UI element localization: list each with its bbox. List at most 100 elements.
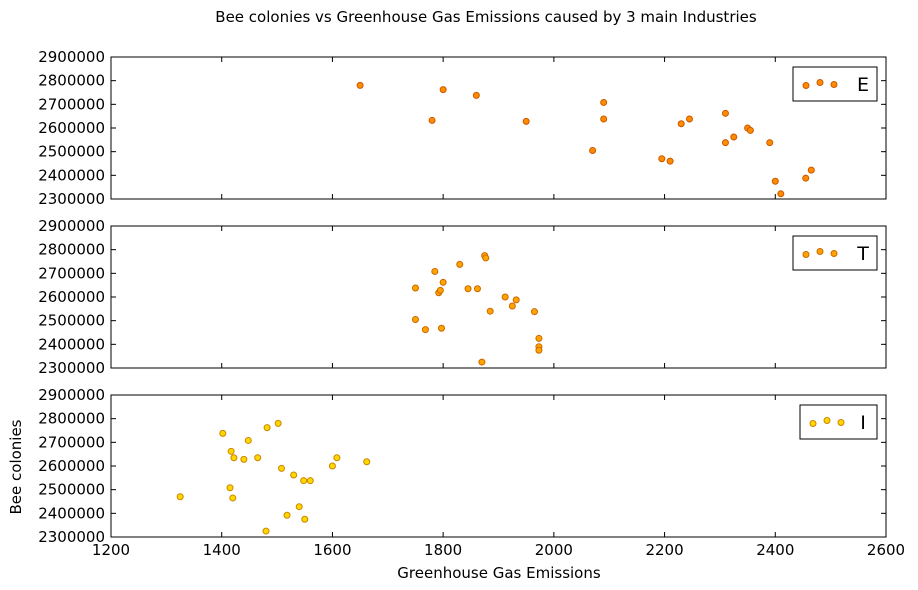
data-point: [666, 157, 674, 165]
y-tick-label: 2800000: [38, 410, 105, 428]
y-tick-label: 2700000: [38, 264, 105, 282]
y-tick-label: 2300000: [38, 528, 105, 546]
data-point: [535, 346, 543, 354]
data-point: [176, 493, 184, 501]
data-point: [464, 285, 472, 293]
data-point: [290, 471, 298, 479]
y-tick-label: 2300000: [38, 190, 105, 208]
y-tick-label: 2900000: [38, 386, 105, 404]
data-point: [777, 190, 785, 198]
data-point: [512, 296, 520, 304]
data-point: [439, 86, 447, 94]
x-tick-label: 1600: [313, 541, 351, 559]
data-point: [301, 515, 309, 523]
data-point: [254, 454, 262, 462]
data-point: [328, 462, 336, 470]
y-tick-label: 2300000: [38, 359, 105, 377]
chart-title: Bee colonies vs Greenhouse Gas Emissions…: [215, 8, 757, 26]
data-point: [473, 285, 481, 293]
data-point: [766, 139, 774, 147]
legend-marker: [816, 248, 824, 255]
data-point: [263, 424, 271, 432]
data-point: [530, 308, 538, 316]
y-tick-label: 2400000: [38, 335, 105, 353]
panel-E: 2300000 2400000 2500000 2600000 2700000 28000…: [38, 48, 887, 208]
y-tick-label: 2600000: [38, 288, 105, 306]
legend-marker: [802, 82, 810, 89]
data-point: [802, 174, 810, 182]
y-tick-label: 2500000: [38, 312, 105, 330]
data-point: [600, 98, 608, 106]
x-tick-label: 1200: [92, 541, 130, 559]
x-tick-label: 2200: [645, 541, 683, 559]
data-point: [721, 109, 729, 117]
data-point: [356, 81, 364, 89]
legend-label: E: [857, 74, 869, 96]
data-point: [411, 315, 419, 323]
data-point: [658, 155, 666, 163]
legend: E: [792, 66, 878, 102]
x-tick-label: 2400: [756, 541, 794, 559]
x-tick-label: 2000: [535, 541, 573, 559]
y-tick-label: 2700000: [38, 433, 105, 451]
data-point: [456, 260, 464, 268]
legend-marker: [802, 251, 810, 258]
data-point: [721, 139, 729, 147]
legend-marker: [837, 419, 845, 426]
data-point: [508, 302, 516, 310]
data-point: [274, 419, 282, 427]
data-point: [478, 358, 486, 366]
data-point: [300, 477, 308, 485]
data-point: [589, 146, 597, 154]
data-point: [278, 464, 285, 472]
data-point: [677, 120, 685, 128]
data-point: [535, 334, 543, 342]
data-point: [522, 117, 530, 125]
legend: I: [799, 404, 878, 440]
x-tick-label: 1800: [424, 541, 462, 559]
data-point: [771, 177, 779, 185]
legend-marker: [830, 81, 838, 88]
y-tick-label: 2800000: [38, 72, 105, 90]
data-point: [240, 455, 248, 463]
data-point: [227, 447, 235, 455]
y-tick-label: 2400000: [38, 166, 105, 184]
data-point: [746, 126, 754, 134]
data-point: [431, 267, 439, 275]
y-tick-label: 2600000: [38, 119, 105, 137]
y-tick-label: 2900000: [38, 217, 105, 235]
data-point: [807, 166, 815, 174]
data-point: [439, 278, 447, 286]
data-point: [436, 286, 444, 294]
panels: 2300000 2400000 2500000 2600000 2700000 28000…: [38, 48, 905, 559]
data-point: [229, 494, 237, 502]
x-tick-label: 2600: [867, 541, 905, 559]
legend-marker: [816, 79, 824, 86]
data-point: [685, 115, 693, 123]
data-point: [283, 511, 291, 519]
legend-marker: [809, 420, 817, 427]
data-point: [482, 254, 490, 262]
y-tick-label: 2500000: [38, 143, 105, 161]
data-point: [730, 133, 738, 141]
y-tick-label: 2700000: [38, 95, 105, 113]
data-point: [230, 454, 238, 462]
axes-frame: [110, 225, 887, 369]
legend-label: T: [856, 243, 869, 265]
data-point: [306, 477, 314, 485]
data-point: [363, 458, 371, 466]
panel-T: 2300000 2400000 2500000 2600000 2700000 28000…: [38, 217, 887, 377]
data-point: [428, 116, 436, 124]
data-point: [421, 326, 429, 334]
x-tick-label: 1400: [203, 541, 241, 559]
axes-frame: [110, 394, 887, 538]
y-tick-label: 2400000: [38, 504, 105, 522]
data-point: [437, 324, 445, 332]
x-axis-label: Greenhouse Gas Emissions: [397, 564, 601, 582]
data-point: [333, 454, 341, 462]
axes-frame: [110, 56, 887, 200]
y-tick-label: 2500000: [38, 481, 105, 499]
legend-marker: [830, 250, 838, 257]
legend: T: [792, 235, 878, 271]
